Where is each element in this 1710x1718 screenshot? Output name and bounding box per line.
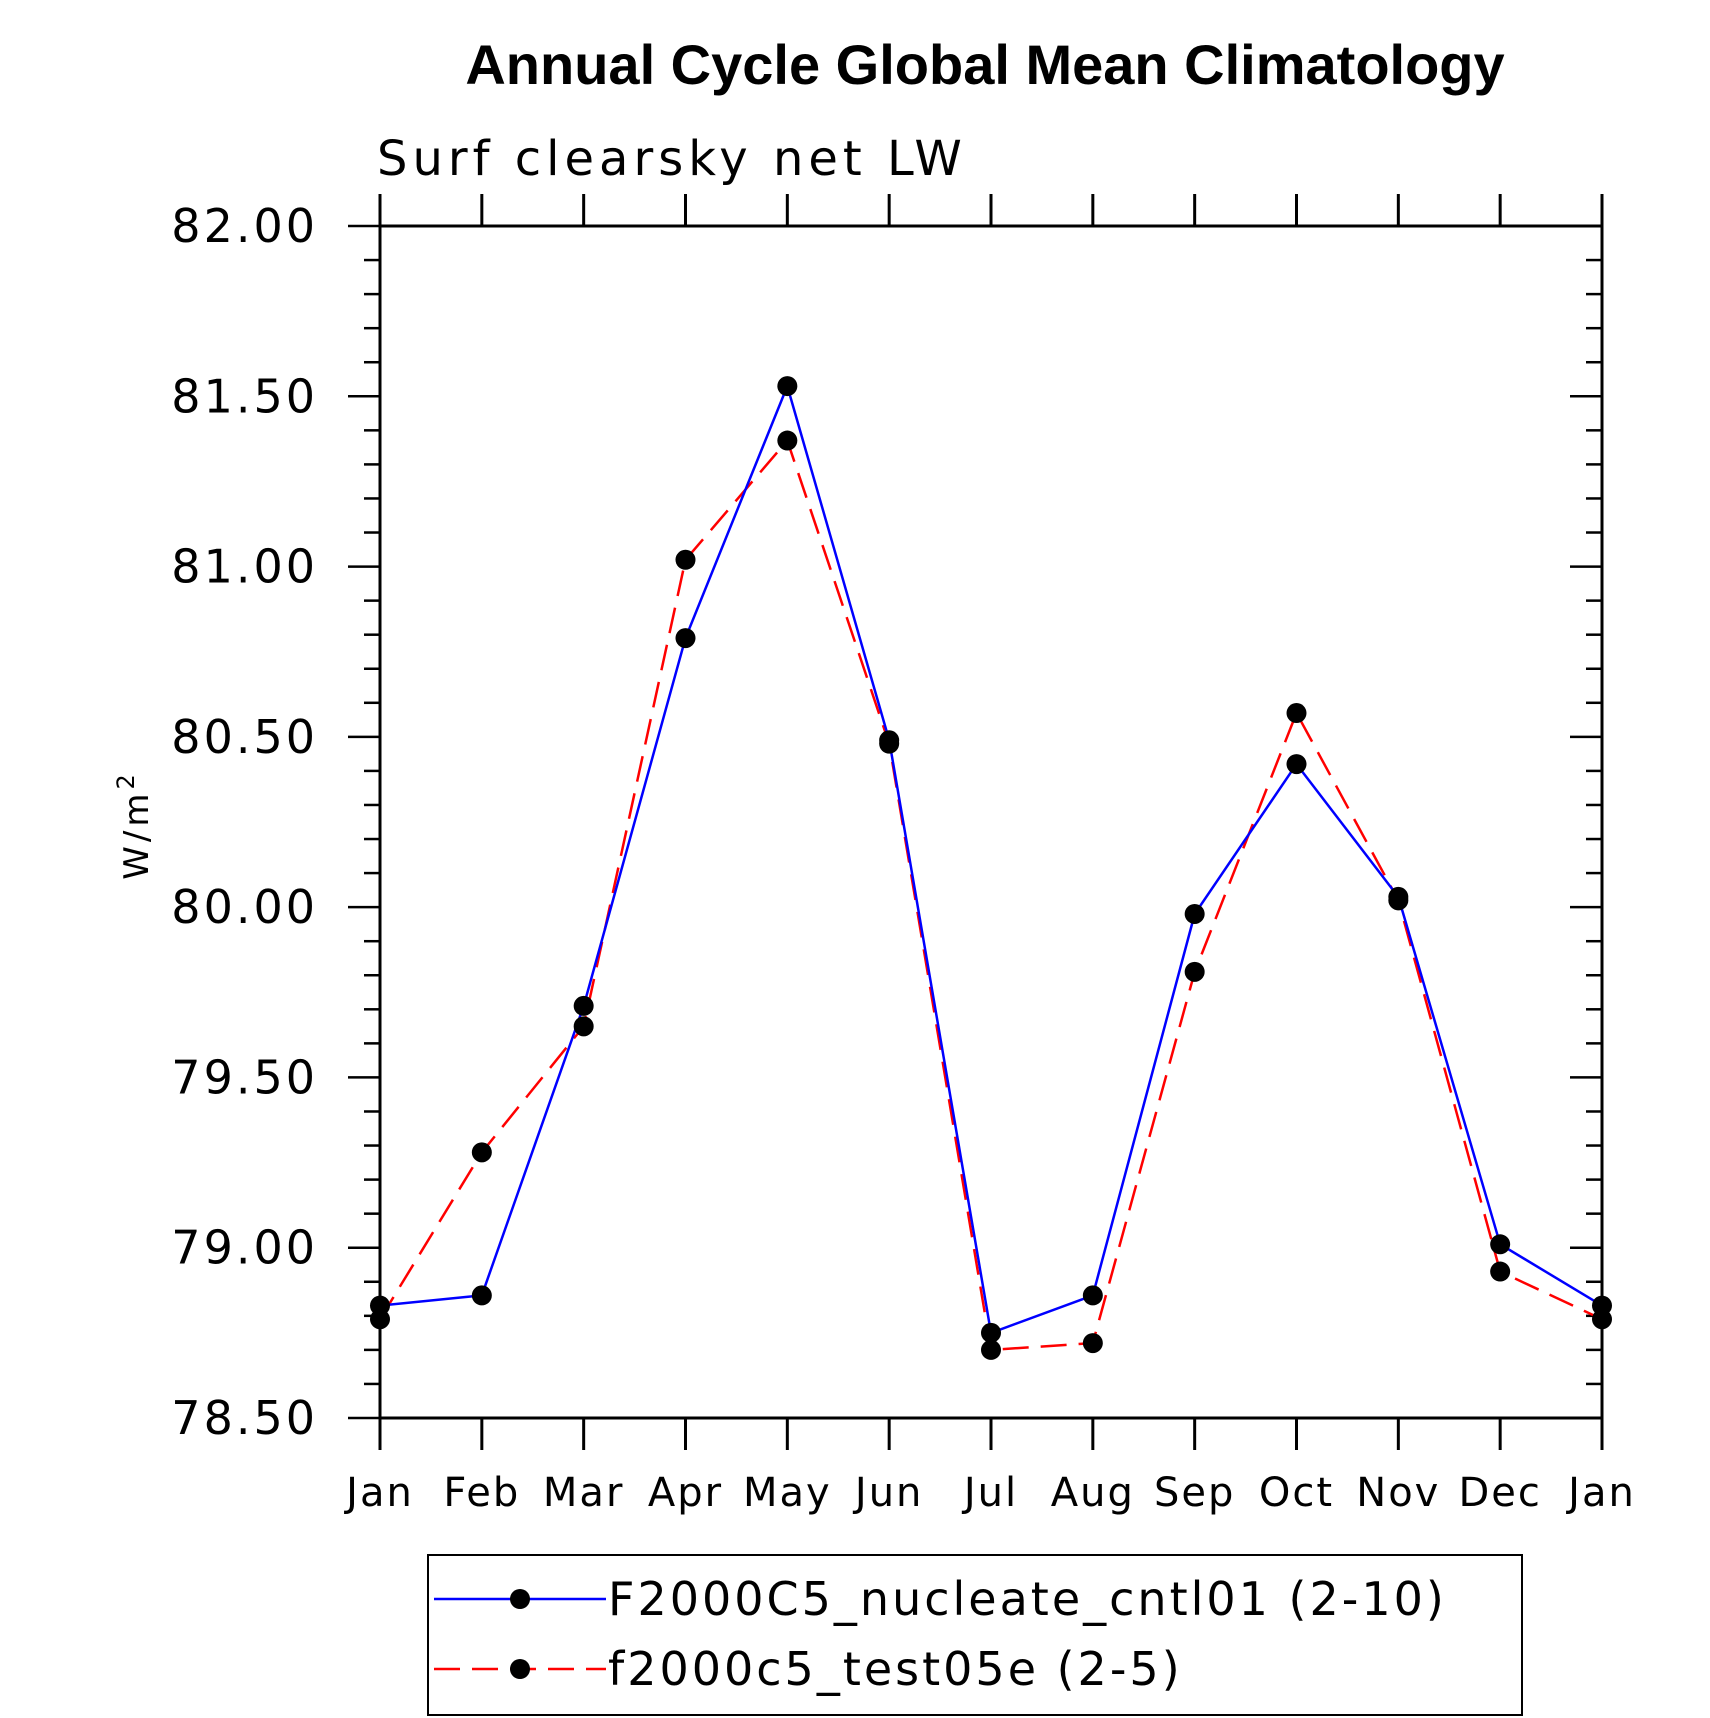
x-tick-label: Jun [852, 1470, 924, 1516]
x-tick-label: Aug [1051, 1470, 1135, 1516]
legend-marker-test [510, 1659, 530, 1679]
data-point-s0-1 [471, 1285, 492, 1306]
data-point-s0-2 [573, 995, 594, 1016]
data-point-s1-3 [675, 549, 696, 570]
x-tick-label: Sep [1154, 1470, 1235, 1516]
y-tick-label: 80.50 [171, 710, 318, 764]
data-point-s1-7 [1082, 1333, 1103, 1354]
chart-subtitle: Surf clearsky net LW [377, 131, 967, 187]
data-point-s0-6 [981, 1322, 1001, 1343]
data-point-s1-4 [777, 430, 798, 451]
chart-title: Annual Cycle Global Mean Climatology [465, 33, 1504, 96]
x-tick-label: Nov [1356, 1470, 1440, 1516]
data-point-s1-11 [1490, 1261, 1511, 1282]
data-point-s1-6 [981, 1339, 1001, 1360]
y-tick-label: 79.50 [171, 1050, 318, 1104]
data-point-s0-4 [777, 376, 798, 397]
data-point-s1-8 [1184, 961, 1205, 982]
y-tick-label: 78.50 [171, 1391, 318, 1445]
axis-ticks [348, 194, 1604, 1450]
y-axis-label: W/m2 [112, 770, 157, 879]
x-tick-label: Oct [1259, 1470, 1334, 1516]
legend-label-cntl: F2000C5_nucleate_cntl01 (2-10) [608, 1572, 1447, 1626]
y-axis-label-sup: 2 [112, 770, 140, 789]
x-tick-label: Jan [343, 1470, 414, 1516]
legend-label-test: f2000c5_test05e (2-5) [608, 1642, 1183, 1696]
data-point-s0-11 [1490, 1234, 1511, 1255]
x-tick-label: May [743, 1470, 832, 1516]
plot-frame [378, 224, 1604, 1420]
data-point-s1-5 [879, 733, 900, 754]
series-line-0 [379, 384, 1603, 1335]
y-tick-label: 82.00 [171, 199, 318, 253]
x-tick-label: Dec [1458, 1470, 1541, 1516]
data-point-s1-12 [1592, 1309, 1612, 1330]
series-line-1 [378, 439, 1603, 1352]
data-point-s0-9 [1286, 754, 1307, 775]
data-point-s0-3 [675, 628, 696, 649]
x-tick-label: Mar [543, 1470, 624, 1516]
data-point-s0-7 [1082, 1285, 1103, 1306]
y-axis-label-base: W/m [117, 790, 157, 880]
data-point-s1-0 [370, 1309, 390, 1330]
series-layer [370, 376, 1612, 1360]
y-tick-labels: 82.00 81.50 81.00 80.50 80.00 79.50 79.00 78.50 [171, 199, 318, 1445]
x-tick-label: Feb [443, 1470, 520, 1516]
data-point-s0-8 [1184, 903, 1205, 924]
data-point-s1-2 [573, 1016, 594, 1037]
y-tick-label: 79.00 [171, 1221, 318, 1275]
y-tick-label: 81.00 [171, 540, 318, 594]
x-tick-label: Jul [961, 1470, 1018, 1516]
x-tick-labels: Jan Feb Mar Apr May Jun Jul Aug Sep Oct Nov Dec Jan [343, 1470, 1636, 1516]
legend-box [427, 1554, 1523, 1716]
x-tick-label: Apr [648, 1470, 723, 1516]
y-tick-label: 80.00 [171, 880, 318, 934]
data-point-s1-9 [1286, 703, 1307, 724]
x-tick-label: Jan [1565, 1470, 1636, 1516]
y-tick-label: 81.50 [171, 369, 318, 423]
data-point-s1-10 [1388, 890, 1409, 911]
legend-marker-cntl [510, 1589, 530, 1609]
data-point-s1-1 [471, 1142, 492, 1163]
legend: F2000C5_nucleate_cntl01 (2-10) f2000c5_t… [427, 1554, 1523, 1716]
